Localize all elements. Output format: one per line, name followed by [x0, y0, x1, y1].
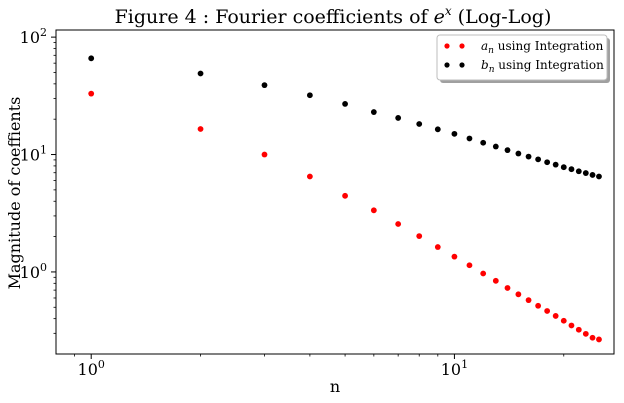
series-a-point [88, 90, 95, 97]
series-b-point [596, 173, 602, 180]
legend-box [436, 34, 608, 81]
series-b-point [451, 130, 458, 137]
series-a-point [596, 336, 602, 343]
series-a-point [434, 244, 441, 250]
series-a-point [480, 270, 487, 277]
legend-marker [444, 62, 450, 68]
chart-title-exponent: x [445, 4, 452, 18]
series-a-point [589, 334, 596, 341]
chart-title: Figure 4 : Fourier coefficients of ex (L… [115, 4, 552, 28]
ticks-layer: 100 101 100 101 102 [20, 26, 565, 379]
series-b-point [582, 170, 589, 176]
series-a-point [504, 285, 511, 291]
x-tick-label: 100 [78, 358, 105, 379]
series-a-point [416, 233, 423, 239]
series-a-point [306, 173, 313, 180]
series-b-point [575, 168, 582, 175]
series-b-point [261, 82, 268, 89]
series-a-point [370, 207, 377, 214]
series-a-point [515, 291, 522, 298]
series-b-point [342, 100, 348, 107]
series-a-point [552, 313, 559, 319]
legend: an using Integration bn using Integration [436, 34, 610, 83]
legend-items: an using Integration bn using Integration [444, 39, 604, 75]
series-b-point [306, 92, 313, 99]
series-b-point [466, 135, 473, 142]
series-b-point [370, 109, 377, 115]
plot-area [55, 29, 615, 355]
series-a-point [342, 192, 348, 199]
series-b-point [88, 55, 95, 62]
series-b-point [416, 121, 423, 127]
series-b-point [552, 161, 559, 168]
legend-label: bn using Integration [481, 58, 604, 75]
series-a-point [197, 126, 204, 132]
series-b-point [480, 139, 487, 146]
series-b-point [560, 164, 567, 171]
legend-marker [459, 62, 465, 68]
series-b-point [197, 70, 204, 77]
chart-title-base: e [434, 6, 445, 28]
points-layer [88, 55, 602, 343]
series-b-point [434, 126, 441, 133]
series-a-point [568, 322, 575, 329]
y-axis-label: Magnitude of coeffients [5, 97, 24, 290]
series-a-point [535, 302, 542, 309]
series-a-point [560, 317, 567, 324]
legend-marker [444, 43, 450, 49]
x-axis-label: n [330, 377, 340, 396]
y-tick-label: 102 [20, 26, 47, 47]
series-b-point [515, 150, 522, 157]
series-a-point [544, 308, 551, 314]
series-a-point [525, 297, 532, 304]
legend-label: an using Integration [481, 39, 604, 56]
chart-title-prefix: Figure 4 : Fourier coefficients of [115, 6, 434, 28]
series-a-point [466, 262, 473, 269]
series-a-point [492, 277, 499, 284]
series-a-point [451, 253, 458, 260]
chart-title-suffix: (Log-Log) [452, 6, 552, 28]
x-tick-label: 101 [441, 358, 468, 379]
series-b-point [568, 166, 575, 173]
series-b-point [525, 153, 532, 160]
series-a-point [395, 221, 402, 227]
y-tick-label: 100 [20, 261, 47, 282]
y-tick-label: 101 [20, 144, 47, 165]
series-b-point [504, 147, 511, 154]
series-b-point [492, 143, 499, 150]
legend-marker [459, 43, 465, 49]
series-a-point [575, 326, 582, 333]
series-b-point [589, 172, 596, 178]
series-b-point [544, 159, 551, 166]
series-b-point [395, 115, 402, 121]
series-a-point [582, 330, 589, 337]
series-a-point [261, 151, 268, 158]
series-b-point [535, 156, 542, 163]
